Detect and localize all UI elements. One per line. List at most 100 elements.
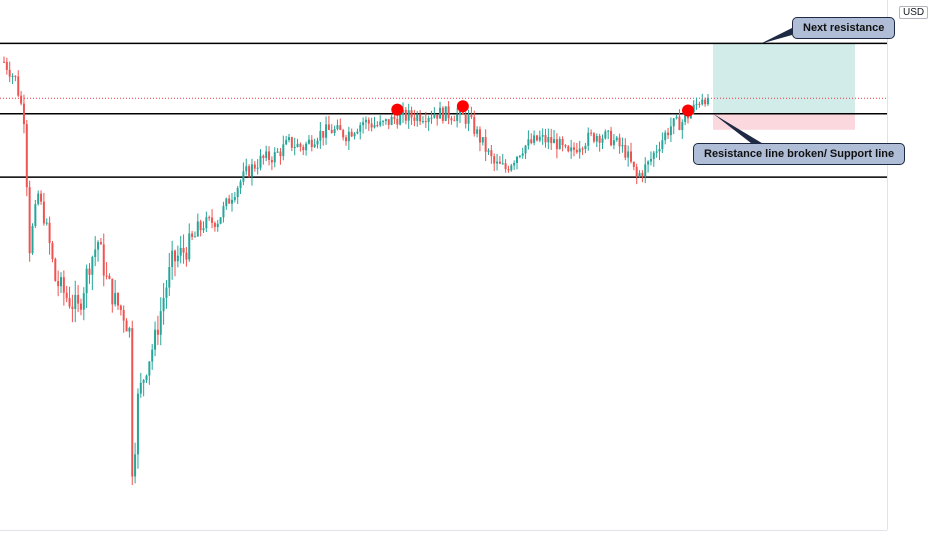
callout-pointer <box>760 28 792 44</box>
candle-body <box>74 294 77 309</box>
candle-body <box>165 287 168 298</box>
candle-body <box>615 137 618 141</box>
candle-body <box>464 114 467 124</box>
candle-body <box>282 144 285 157</box>
candle-body <box>669 126 672 136</box>
candle-body <box>393 116 396 119</box>
candle-body <box>444 106 447 121</box>
candle-body <box>644 164 647 177</box>
candle-body <box>695 103 698 105</box>
candle-body <box>632 161 635 167</box>
candle-body <box>399 114 402 125</box>
candle-body <box>484 137 487 152</box>
candle-body <box>119 305 122 311</box>
candle-body <box>25 124 28 188</box>
candle-body <box>541 135 544 137</box>
candle-body <box>102 244 105 276</box>
candle-body <box>293 147 296 149</box>
candle-body <box>188 233 191 260</box>
candle-body <box>516 156 518 163</box>
candle-body <box>253 164 256 169</box>
candle-body <box>664 132 667 141</box>
candle-body <box>270 160 273 163</box>
candle-body <box>561 138 564 146</box>
candle-body <box>578 148 581 153</box>
candle-body <box>333 129 336 134</box>
candle-body <box>268 151 271 161</box>
candle-body <box>313 144 316 148</box>
candle-body <box>524 145 527 154</box>
candle-body <box>117 293 119 306</box>
candle-body <box>698 103 701 105</box>
candle-body <box>427 117 430 123</box>
currency-button[interactable]: USD <box>899 6 929 19</box>
candle-body <box>658 149 661 152</box>
candle-body <box>470 115 473 117</box>
candle-body <box>77 294 80 304</box>
candle-body <box>453 120 456 122</box>
candle-body <box>151 349 154 362</box>
price-axis[interactable] <box>887 0 932 530</box>
candle-body <box>410 110 413 118</box>
candle-body <box>330 129 333 134</box>
candle-body <box>450 118 453 121</box>
candle-body <box>262 155 265 158</box>
candle-body <box>504 163 507 170</box>
candle-body <box>11 75 14 77</box>
callout-next-resistance: Next resistance <box>792 17 896 39</box>
candle-body <box>231 199 233 204</box>
candle-body <box>202 228 205 231</box>
time-axis[interactable] <box>0 530 887 551</box>
candle-body <box>370 123 373 128</box>
candle-body <box>607 130 610 132</box>
candle-body <box>219 217 222 224</box>
candle-body <box>242 171 245 182</box>
candle-body <box>342 130 345 138</box>
candle-body <box>604 131 607 139</box>
candle-body <box>239 181 242 189</box>
candle-body <box>353 133 356 137</box>
candle-body <box>706 98 709 105</box>
candle-body <box>496 161 499 164</box>
candle-body <box>48 222 51 244</box>
candle-body <box>288 137 290 141</box>
candle-body <box>222 206 225 218</box>
candle-body <box>54 258 57 282</box>
candle-body <box>51 243 54 259</box>
candle-body <box>661 140 664 150</box>
candle-body <box>501 163 504 165</box>
candle-body <box>273 152 276 163</box>
candle-body <box>513 162 516 166</box>
candle-body <box>82 293 85 310</box>
candle-body <box>396 118 399 125</box>
candle-body <box>584 145 587 150</box>
candle-body <box>404 109 407 121</box>
candle-body <box>213 222 216 228</box>
candle-body <box>174 250 176 262</box>
candle-body <box>587 132 590 146</box>
candle-body <box>347 131 350 142</box>
candle-body <box>142 380 145 383</box>
candle-body <box>128 328 131 332</box>
candle-body <box>299 143 302 147</box>
candle-body <box>208 217 211 219</box>
candle-body <box>88 268 91 275</box>
candle-body <box>182 247 185 253</box>
candle-body <box>68 298 71 307</box>
candle-body <box>675 116 678 119</box>
candle-body <box>413 117 416 121</box>
candle-body <box>507 169 510 171</box>
candle-body <box>145 375 148 381</box>
candle-body <box>421 121 424 123</box>
candle-body <box>364 119 367 123</box>
candle-body <box>327 124 330 130</box>
candle-body <box>42 201 45 224</box>
candle-body <box>547 137 550 143</box>
candle-body <box>134 454 137 477</box>
candle-body <box>228 198 231 204</box>
candle-body <box>310 139 313 148</box>
candle-body <box>384 119 387 122</box>
candle-body <box>356 131 359 134</box>
